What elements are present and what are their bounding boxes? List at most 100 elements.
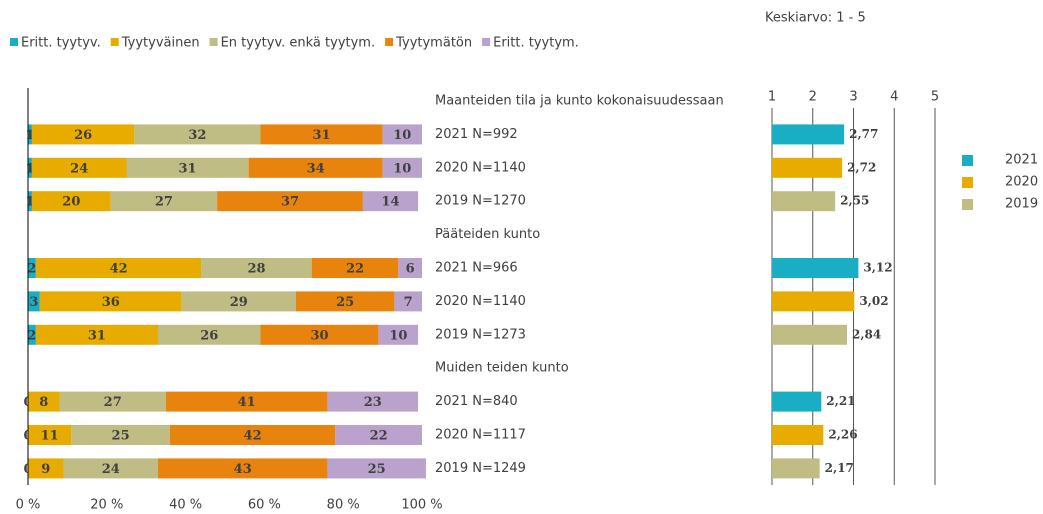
bar-segment — [201, 258, 312, 278]
legend-label: Eritt. tyytym. — [493, 36, 579, 51]
value-label: 3,12 — [863, 261, 892, 275]
segment-label: 3 — [29, 295, 38, 310]
segment-label: 11 — [41, 429, 59, 444]
segment-label: 29 — [230, 295, 248, 310]
x-tick-label: 60 % — [248, 498, 281, 513]
bar — [772, 324, 847, 345]
segment-label: 42 — [244, 429, 262, 444]
row-label: 2019 N=1273 — [435, 327, 526, 342]
segment-label: 2 — [27, 262, 36, 277]
legend-label: 2020 — [1005, 175, 1038, 190]
segment-label: 23 — [364, 395, 382, 410]
value-label: 2,17 — [825, 461, 854, 475]
segment-label: 27 — [155, 195, 173, 210]
legend-label: 2021 — [1005, 153, 1038, 168]
segment-label: 43 — [234, 462, 252, 477]
bar-segment — [28, 124, 32, 145]
segment-label: 10 — [389, 328, 407, 343]
bar — [772, 191, 836, 212]
bar-segment — [31, 124, 135, 145]
row-label: 2020 N=1140 — [435, 294, 526, 309]
bar-segment — [311, 258, 399, 278]
bar-segment — [71, 425, 170, 445]
row-label: 2021 N=992 — [435, 127, 518, 142]
x-tick-label: 20 % — [90, 498, 123, 513]
segment-label: 25 — [368, 462, 386, 477]
bar — [772, 391, 822, 412]
legend-label: En tyytyv. enkä tyytym. — [221, 36, 376, 51]
row-label: Pääteiden kunto — [435, 227, 540, 242]
bar-segment — [28, 425, 72, 445]
x-tick-label: 100 % — [401, 498, 442, 513]
legend-swatch — [482, 38, 491, 46]
value-label: 2,55 — [840, 194, 869, 208]
bar-segment — [35, 258, 202, 278]
segment-label: 31 — [312, 128, 330, 143]
row-label: Maanteiden tila ja kunto kokonaisuudessa… — [435, 94, 724, 109]
bar-segment — [63, 458, 159, 479]
bar-segment — [126, 157, 249, 178]
bar-segment — [398, 258, 422, 278]
segment-label: 14 — [381, 195, 399, 210]
bar-segment — [28, 258, 36, 278]
bar-segment — [28, 291, 40, 312]
segment-label: 22 — [346, 262, 364, 277]
segment-label: 10 — [393, 161, 411, 176]
legend-swatch — [110, 38, 119, 46]
chart-title: Keskiarvo: 1 - 5 — [765, 11, 866, 26]
legend-label: Tyytyväinen — [121, 36, 200, 51]
row-label: 2021 N=840 — [435, 394, 518, 409]
x-tick-label: 2 — [809, 90, 817, 105]
segment-label: 10 — [393, 128, 411, 143]
segment-label: 25 — [336, 295, 354, 310]
bar-segment — [335, 425, 422, 445]
legend-swatch — [962, 177, 973, 188]
value-label: 2,77 — [849, 127, 878, 141]
value-label: 2,21 — [826, 394, 855, 408]
bar-segment — [362, 191, 419, 212]
row-label: 2020 N=1117 — [435, 428, 526, 443]
bar-segment — [327, 458, 426, 479]
bar-segment — [35, 324, 159, 345]
bar — [772, 124, 845, 145]
segment-label: 42 — [110, 262, 128, 277]
bar-segment — [260, 124, 383, 145]
segment-label: 31 — [88, 328, 106, 343]
legend-swatch — [209, 38, 218, 46]
segment-label: 9 — [41, 462, 50, 477]
row-label: 2020 N=1140 — [435, 160, 526, 175]
segment-label: 7 — [404, 295, 413, 310]
legend-swatch — [962, 155, 973, 166]
segment-label: 1 — [25, 128, 34, 143]
bar-segment — [28, 458, 64, 479]
segment-label: 26 — [74, 128, 92, 143]
segment-label: 32 — [188, 128, 206, 143]
row-label: Muiden teiden kunto — [435, 361, 569, 376]
segment-label: 31 — [179, 161, 197, 176]
segment-label: 6 — [406, 262, 415, 277]
bar-segment — [31, 157, 127, 178]
bar-segment — [39, 291, 182, 312]
bar-segment — [327, 391, 419, 412]
bar-segment — [31, 191, 111, 212]
legend-label: Eritt. tyytyv. — [21, 36, 101, 51]
segment-label: 37 — [281, 195, 299, 210]
bar — [772, 425, 824, 445]
segment-label: 26 — [200, 328, 218, 343]
x-tick-label: 80 % — [327, 498, 360, 513]
segment-label: 24 — [102, 462, 120, 477]
bar — [772, 291, 855, 312]
bar-segment — [295, 291, 395, 312]
x-tick-label: 3 — [849, 90, 857, 105]
bar-segment — [28, 324, 36, 345]
segment-label: 22 — [370, 429, 388, 444]
legend-label: 2019 — [1005, 197, 1038, 212]
value-label: 2,72 — [847, 160, 876, 174]
x-tick-label: 40 % — [169, 498, 202, 513]
bar-segment — [382, 157, 422, 178]
value-label: 2,26 — [828, 428, 857, 442]
segment-label: 34 — [307, 161, 325, 176]
bar-segment — [158, 458, 328, 479]
legend-swatch — [962, 199, 973, 210]
